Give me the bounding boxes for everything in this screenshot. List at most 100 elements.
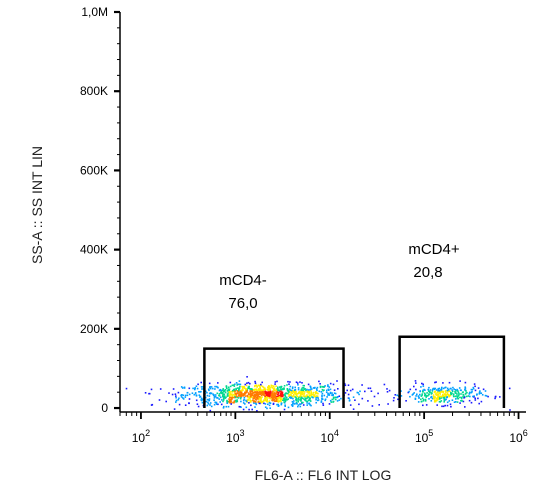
event-point xyxy=(290,397,292,399)
event-point xyxy=(466,395,468,398)
event-point xyxy=(292,390,294,392)
event-point xyxy=(251,396,254,399)
event-point xyxy=(310,394,313,396)
event-point xyxy=(321,385,324,388)
event-point xyxy=(439,401,442,403)
event-point xyxy=(444,390,447,392)
event-point xyxy=(210,386,213,388)
event-point xyxy=(335,398,337,401)
event-point xyxy=(437,393,440,395)
event-point xyxy=(436,397,439,400)
event-point xyxy=(281,391,283,393)
event-point xyxy=(182,398,185,400)
event-point xyxy=(296,395,299,398)
event-point xyxy=(180,396,183,398)
event-point xyxy=(287,391,290,393)
event-point xyxy=(444,399,447,401)
event-point xyxy=(320,391,323,393)
event-point xyxy=(257,395,259,397)
event-point xyxy=(421,397,424,400)
event-point xyxy=(323,386,325,388)
event-point xyxy=(229,381,232,384)
event-point xyxy=(263,399,265,401)
event-point xyxy=(326,389,328,392)
event-point xyxy=(460,396,463,399)
event-point xyxy=(236,395,238,398)
event-point xyxy=(231,396,233,399)
event-point xyxy=(280,403,283,406)
event-point xyxy=(427,394,429,397)
event-point xyxy=(268,397,270,399)
event-point xyxy=(283,388,285,390)
gate-percent-label: 76,0 xyxy=(228,295,257,312)
event-point xyxy=(232,388,235,391)
event-point xyxy=(297,400,299,403)
event-point xyxy=(413,385,415,388)
event-point xyxy=(159,388,162,390)
y-tick-label: 600K xyxy=(80,163,108,177)
event-point xyxy=(269,390,272,393)
event-point xyxy=(238,393,241,395)
event-point xyxy=(358,403,360,406)
event-point xyxy=(244,388,247,390)
y-axis: 0 200K 400K 600K 800K 1,0M xyxy=(80,5,121,415)
event-point xyxy=(277,393,280,395)
event-point xyxy=(440,397,443,399)
event-point xyxy=(171,393,174,396)
event-point xyxy=(449,387,452,390)
event-point xyxy=(263,394,266,397)
event-point xyxy=(243,385,246,388)
event-point xyxy=(340,397,342,400)
event-point xyxy=(332,394,334,397)
event-point xyxy=(257,384,260,387)
event-point xyxy=(306,394,308,396)
event-point xyxy=(455,398,457,400)
event-point xyxy=(315,397,317,399)
event-point xyxy=(224,388,227,391)
event-point xyxy=(222,395,225,397)
event-point xyxy=(422,398,425,401)
event-point xyxy=(277,397,280,400)
event-point xyxy=(277,403,279,406)
event-point xyxy=(349,404,352,406)
event-point xyxy=(458,392,460,395)
event-point xyxy=(426,392,428,394)
event-point xyxy=(446,404,449,407)
event-point xyxy=(446,392,449,394)
event-point xyxy=(209,402,212,404)
event-point xyxy=(441,391,444,393)
event-point xyxy=(306,391,308,393)
event-point xyxy=(300,388,303,390)
event-point xyxy=(242,387,244,389)
event-point xyxy=(314,391,317,394)
event-point xyxy=(245,388,248,390)
event-point xyxy=(193,393,196,396)
event-point xyxy=(196,403,199,405)
event-point xyxy=(260,398,262,401)
event-point xyxy=(268,388,270,391)
event-point xyxy=(305,389,307,392)
event-point xyxy=(327,392,329,395)
event-point xyxy=(247,398,249,401)
event-point xyxy=(328,389,330,391)
event-point xyxy=(477,397,479,400)
event-point xyxy=(247,396,250,398)
event-point xyxy=(373,395,376,398)
event-point xyxy=(280,391,282,393)
event-point xyxy=(224,397,227,399)
event-point xyxy=(223,395,226,397)
event-point xyxy=(377,392,379,395)
event-point xyxy=(254,391,257,393)
event-point xyxy=(293,400,295,402)
event-point xyxy=(508,387,511,390)
event-point xyxy=(484,390,487,392)
event-point xyxy=(257,393,260,396)
event-point xyxy=(457,397,460,400)
event-point xyxy=(226,399,228,402)
event-point xyxy=(456,393,458,395)
event-point xyxy=(434,390,437,393)
y-axis-title: SS-A :: SS INT LIN xyxy=(29,146,45,264)
event-point xyxy=(283,401,285,404)
event-point xyxy=(280,402,283,405)
event-point xyxy=(469,391,471,394)
